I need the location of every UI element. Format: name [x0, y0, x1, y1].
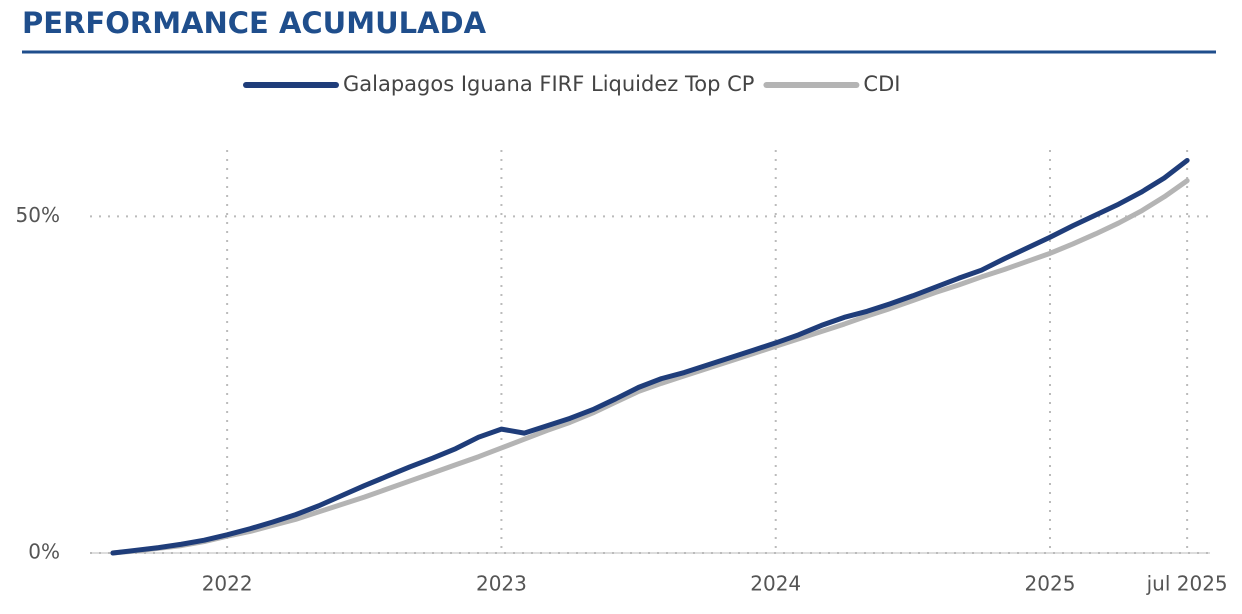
x-tick-label: 2022	[202, 572, 253, 596]
series-line	[110, 157, 1190, 556]
x-tick-label: jul 2025	[1146, 572, 1228, 596]
legend-label: Galapagos Iguana FIRF Liquidez Top CP	[343, 72, 754, 96]
x-tick-label: 2025	[1025, 572, 1076, 596]
y-tick-label: 50%	[16, 203, 60, 227]
legend: Galapagos Iguana FIRF Liquidez Top CP CDI	[243, 72, 900, 96]
y-tick-label: 0%	[28, 540, 60, 564]
legend-label: CDI	[863, 72, 900, 96]
series-line	[110, 178, 1190, 556]
x-tick-label: 2023	[476, 572, 527, 596]
chart-title: PERFORMANCE ACUMULADA	[22, 6, 487, 40]
x-tick-label: 2024	[750, 572, 801, 596]
